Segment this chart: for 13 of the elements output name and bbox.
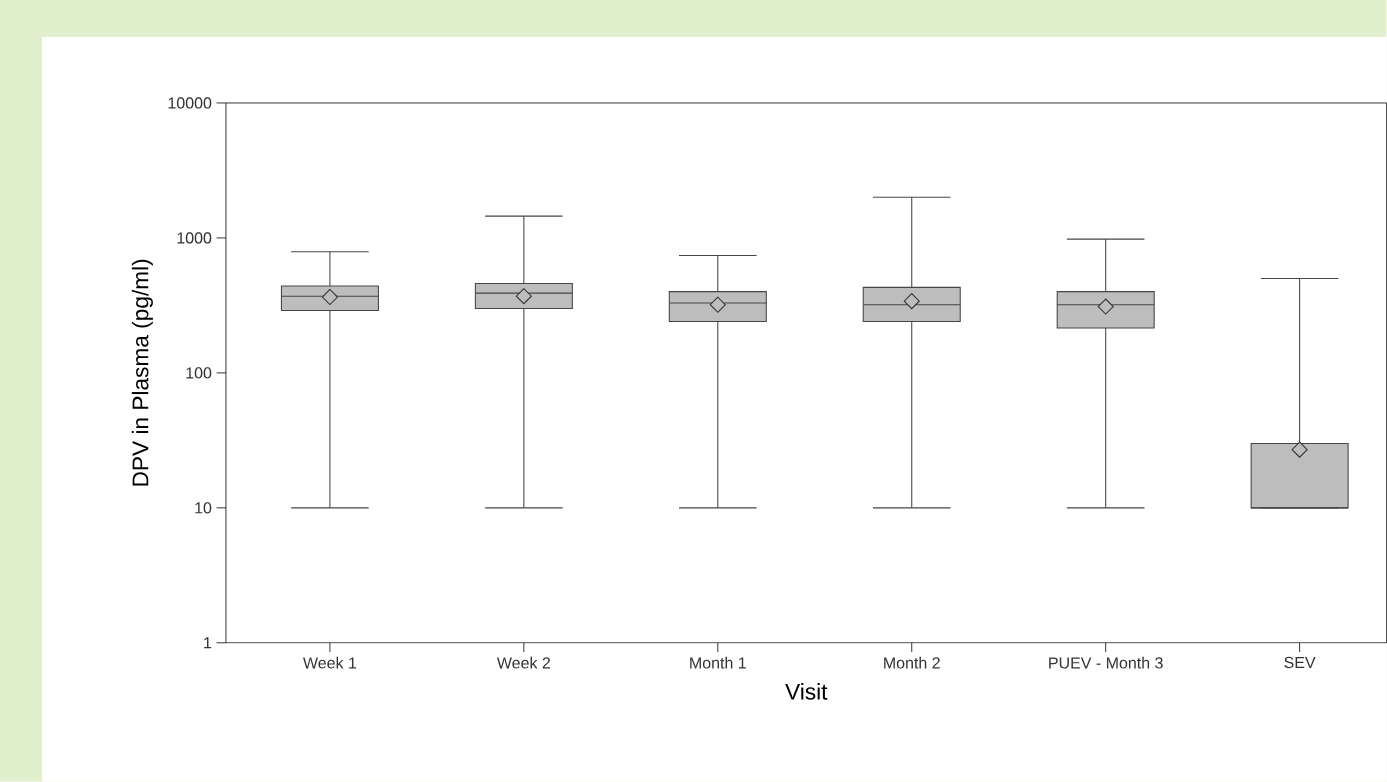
y-tick-label: 10 <box>195 502 212 514</box>
x-tick-label: Month 1 <box>690 656 746 669</box>
x-tick-label: Week 1 <box>303 656 357 669</box>
x-tick-label: PUEV - Month 3 <box>1049 656 1163 669</box>
x-tick-label: Week 2 <box>496 656 551 669</box>
y-tick-label: 10000 <box>168 97 212 109</box>
x-tick-label: SEV <box>1284 656 1316 669</box>
y-axis-title: DPV in Plasma (pg/ml) <box>131 259 153 486</box>
y-tick-label: 100 <box>186 367 212 379</box>
y-tick-label: 1000 <box>177 232 212 244</box>
y-tick-label: 1 <box>204 637 212 649</box>
x-tick-label: Month 2 <box>884 656 940 669</box>
x-axis-title: Visit <box>785 683 828 700</box>
